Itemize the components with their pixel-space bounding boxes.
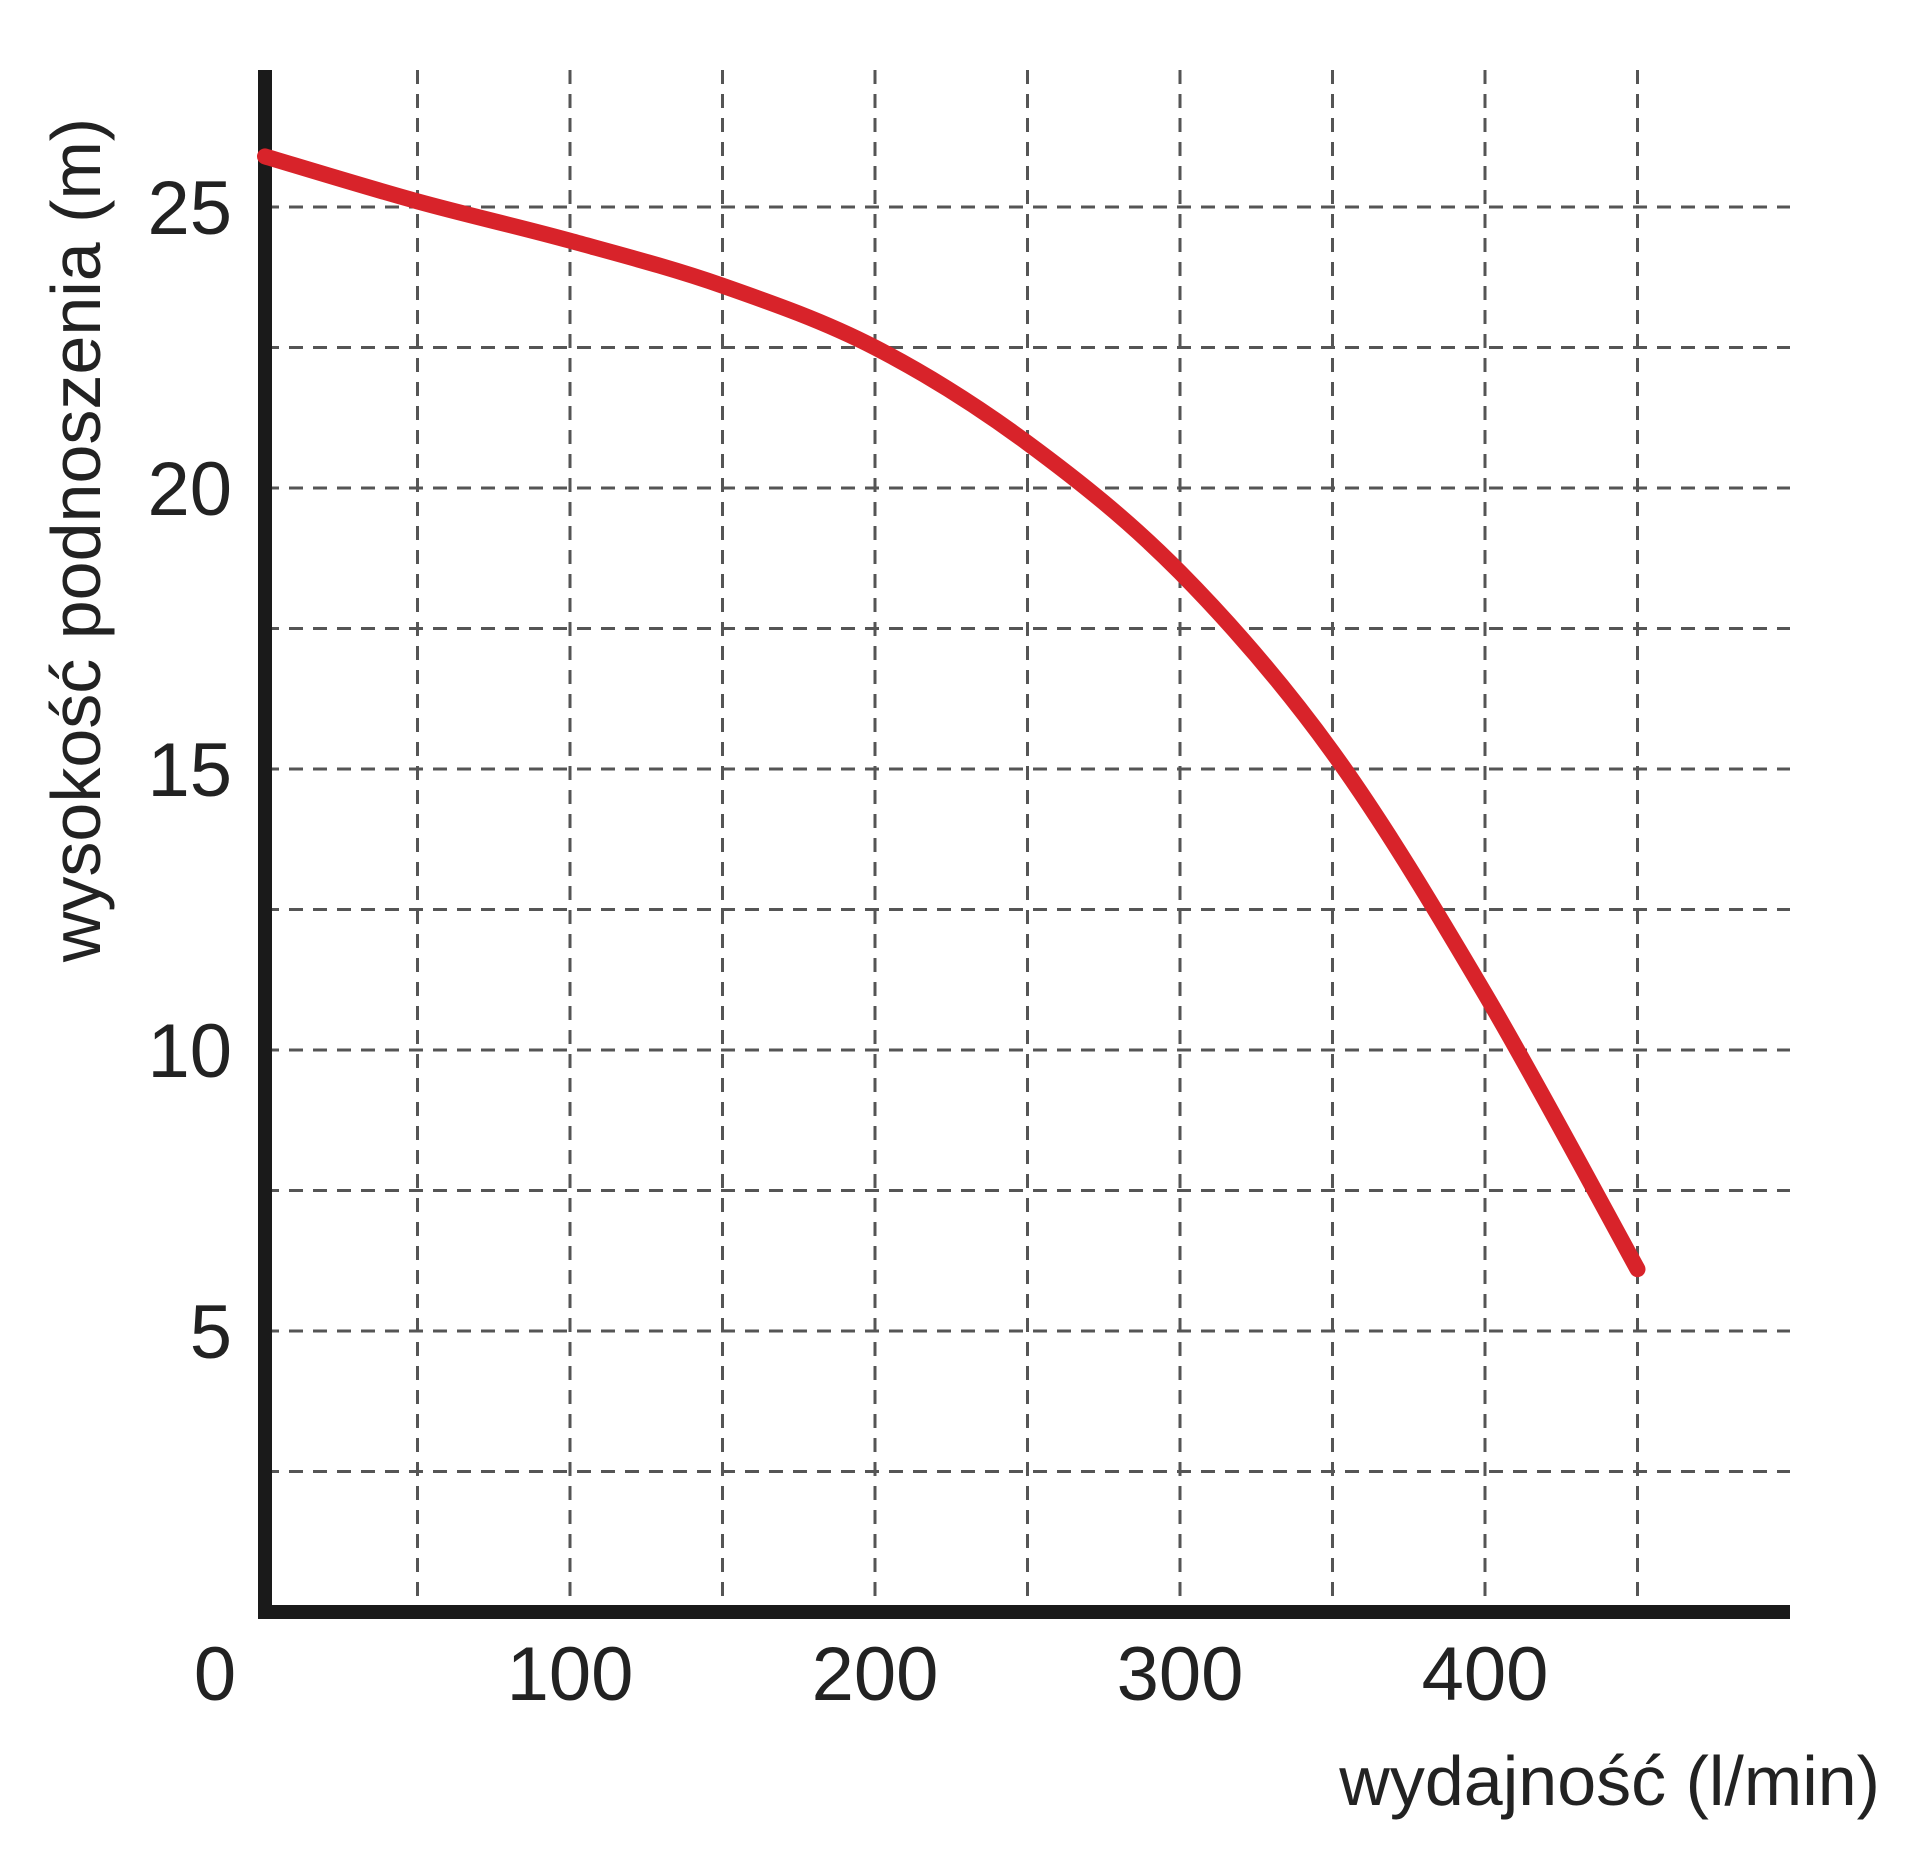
y-axis-label: wysokość podnoszenia (m) xyxy=(37,118,115,963)
series-line xyxy=(257,148,1646,1278)
y-tick-label: 20 xyxy=(147,447,232,532)
x-tick-label: 300 xyxy=(1117,1632,1244,1717)
series-layer xyxy=(257,148,1646,1278)
x-tick-label: 0 xyxy=(194,1632,236,1717)
x-tick-label: 200 xyxy=(812,1632,939,1717)
axes xyxy=(258,70,1790,1619)
y-tick-label: 10 xyxy=(147,1009,232,1094)
x-axis-label: wydajność (l/min) xyxy=(1338,1742,1880,1820)
y-tick-label: 5 xyxy=(190,1290,232,1375)
grid-lines xyxy=(265,70,1790,1612)
y-tick-label: 15 xyxy=(147,728,232,813)
tick-labels: 0 100 200 300 400 5 10 15 20 25 xyxy=(147,166,1548,1717)
x-tick-label: 400 xyxy=(1422,1632,1549,1717)
y-tick-label: 25 xyxy=(147,166,232,251)
x-tick-label: 100 xyxy=(507,1632,634,1717)
